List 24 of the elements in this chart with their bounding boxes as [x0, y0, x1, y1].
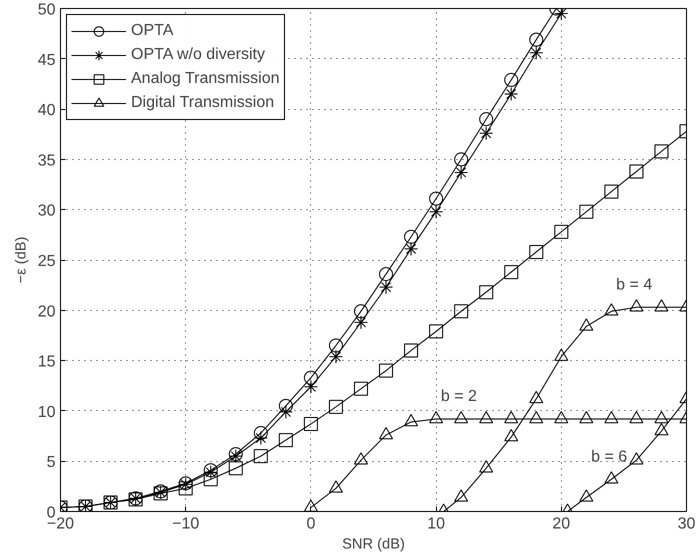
- y-tick-label: 50: [38, 2, 56, 18]
- y-tick-label: 25: [38, 253, 56, 270]
- x-tick-label: −10: [172, 516, 200, 532]
- annotation: b = 2: [440, 388, 478, 405]
- legend-label: Digital Transmission: [131, 93, 274, 113]
- y-tick-label: 20: [38, 303, 56, 320]
- annotation: b = 6: [591, 448, 628, 466]
- legend-label: OPTA w/o diversity: [131, 45, 265, 65]
- legend-label: Analog Transmission: [131, 69, 280, 89]
- legend-label: OPTA: [131, 21, 174, 41]
- x-tick-label: 10: [427, 516, 446, 532]
- x-tick-label: 0: [306, 516, 316, 532]
- x-axis-title: SNR (dB): [342, 536, 405, 552]
- y-tick-label: 10: [38, 404, 56, 421]
- y-axis-title: −ε (dB): [14, 236, 30, 284]
- y-tick-label: 40: [38, 102, 56, 120]
- y-tick-label: 5: [46, 454, 56, 472]
- annotation: b = 4: [616, 276, 652, 294]
- y-tick-label: 30: [38, 202, 56, 220]
- y-tick-label: 15: [38, 354, 56, 371]
- y-tick-label: 35: [38, 152, 56, 170]
- y-tick-label: 45: [38, 52, 56, 69]
- x-tick-label: 20: [552, 516, 570, 532]
- x-tick-label: 30: [678, 516, 696, 532]
